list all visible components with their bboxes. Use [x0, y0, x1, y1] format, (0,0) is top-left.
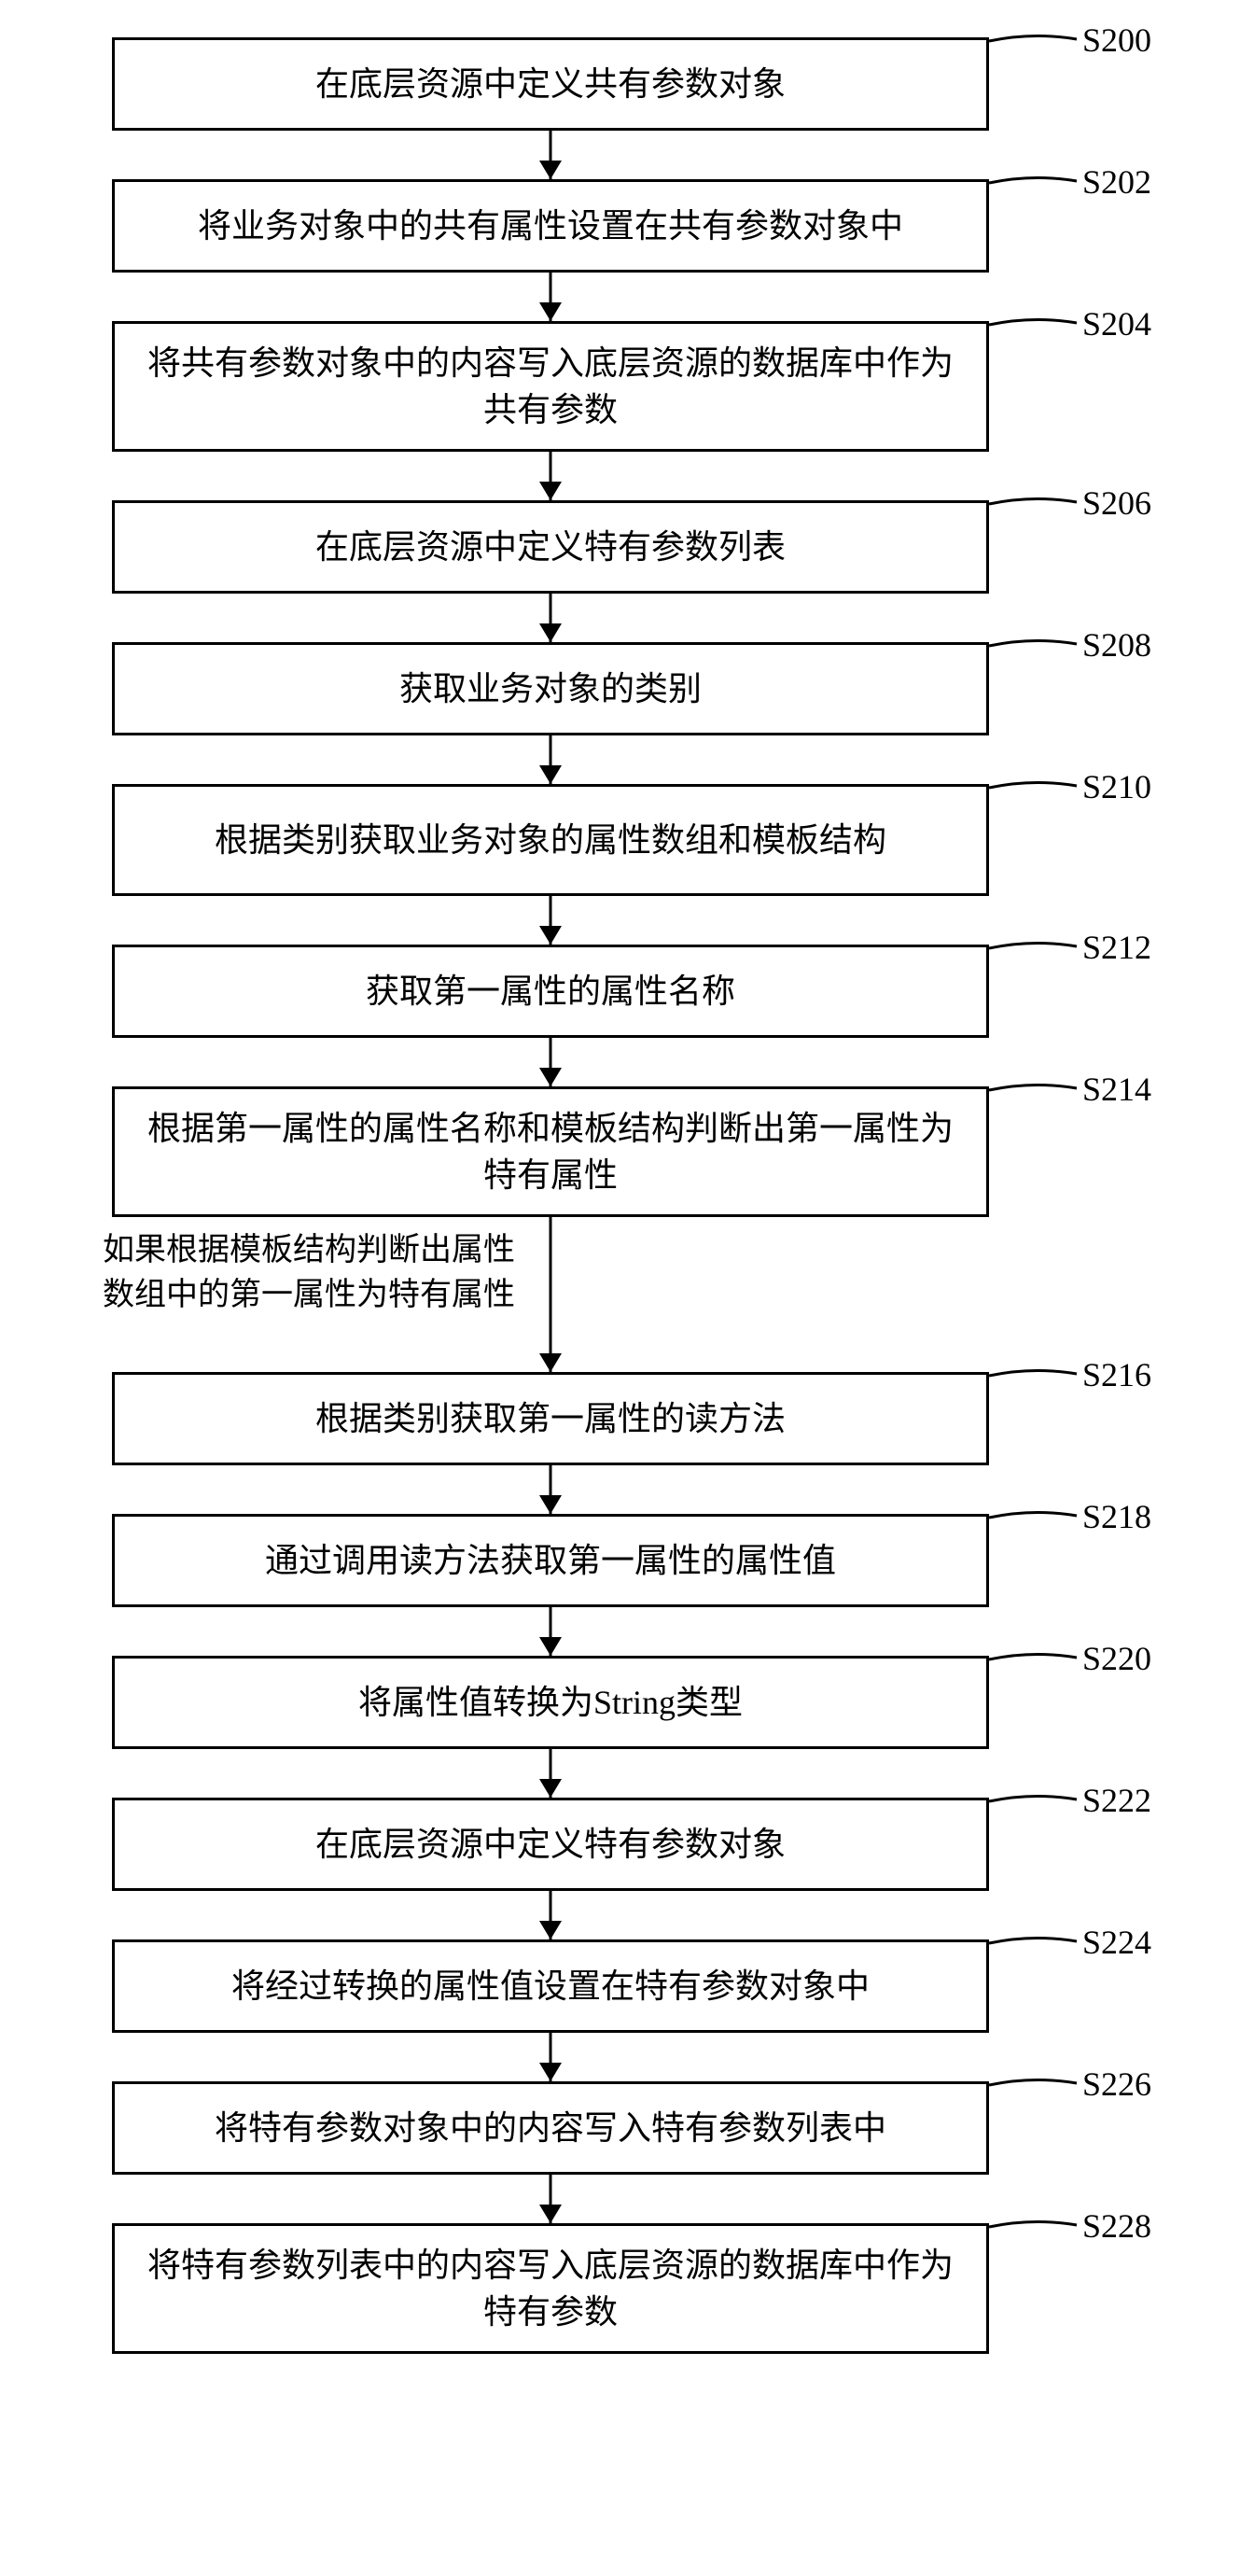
edge-label-line: 如果根据模板结构判断出属性 [103, 1228, 515, 1273]
edge-label-0: 如果根据模板结构判断出属性数组中的第一属性为特有属性 [103, 1228, 515, 1317]
edge-label-line: 数组中的第一属性为特有属性 [103, 1273, 515, 1318]
flowchart-canvas: 在底层资源中定义共有参数对象S200将业务对象中的共有属性设置在共有参数对象中S… [0, 0, 1254, 2576]
